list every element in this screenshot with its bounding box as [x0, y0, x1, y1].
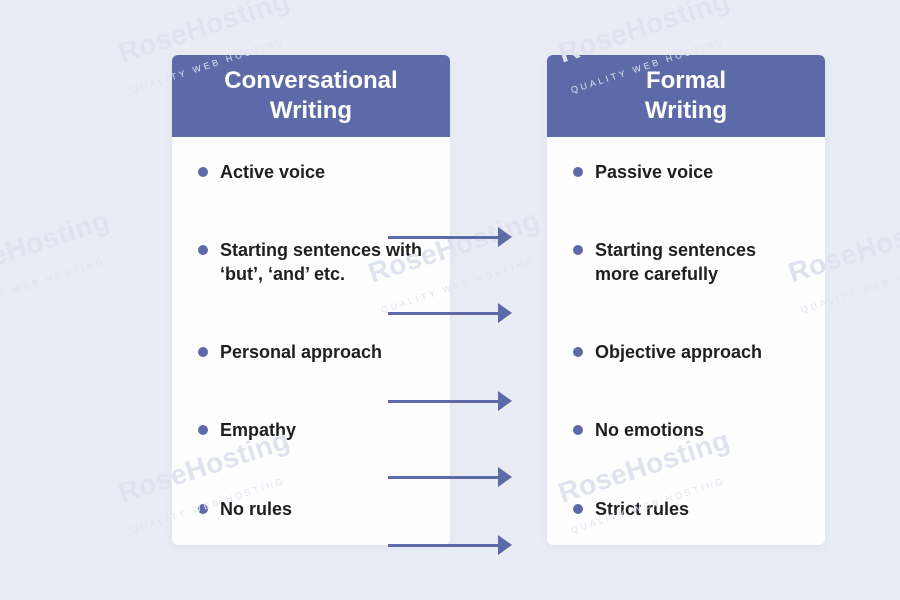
right-title-line1: Formal [646, 67, 726, 94]
left-item: Empathy [198, 419, 428, 442]
arrow-head-icon [498, 391, 512, 411]
bullet-icon [573, 425, 583, 435]
left-item: Personal approach [198, 341, 428, 364]
left-item: No rules [198, 498, 428, 521]
watermark-main: RoseHosting [0, 204, 114, 289]
arrow-head-icon [498, 467, 512, 487]
bullet-icon [573, 504, 583, 514]
comparison-infographic: RoseHostingQUALITY WEB HOSTINGRoseHostin… [0, 0, 900, 600]
arrow-head-icon [498, 303, 512, 323]
right-item: No emotions [573, 419, 803, 442]
left-card-body: Active voice Starting sentences with ‘but… [172, 137, 450, 545]
right-item: Passive voice [573, 161, 803, 184]
right-item-label: Passive voice [595, 161, 713, 184]
right-item: Strict rules [573, 498, 803, 521]
left-card-header: Conversational Writing [172, 55, 450, 137]
bullet-icon [198, 504, 208, 514]
left-item-label: Personal approach [220, 341, 382, 364]
right-item: Starting sentences more carefully [573, 239, 803, 286]
right-item-label: Objective approach [595, 341, 762, 364]
left-item-label: No rules [220, 498, 292, 521]
watermark: RoseHostingQUALITY WEB HOSTING [0, 204, 124, 320]
right-item-label: Starting sentences more carefully [595, 239, 803, 286]
left-item: Active voice [198, 161, 428, 184]
bullet-icon [573, 347, 583, 357]
bullet-icon [573, 245, 583, 255]
bullet-icon [198, 167, 208, 177]
right-title-line2: Writing [645, 97, 727, 124]
right-card-header: Formal Writing [547, 55, 825, 137]
bullet-icon [198, 425, 208, 435]
right-item-label: Strict rules [595, 498, 689, 521]
right-card: Formal Writing Passive voice Starting sen… [547, 55, 825, 545]
left-item-label: Starting sentences with ‘but’, ‘and’ etc… [220, 239, 428, 286]
left-item-label: Active voice [220, 161, 325, 184]
watermark-sub: QUALITY WEB HOSTING [0, 256, 107, 316]
right-item: Objective approach [573, 341, 803, 364]
left-item-label: Empathy [220, 419, 296, 442]
right-item-label: No emotions [595, 419, 704, 442]
left-item: Starting sentences with ‘but’, ‘and’ etc… [198, 239, 428, 286]
left-title-line2: Writing [270, 97, 352, 124]
bullet-icon [198, 245, 208, 255]
right-card-body: Passive voice Starting sentences more car… [547, 137, 825, 545]
arrow-head-icon [498, 535, 512, 555]
bullet-icon [198, 347, 208, 357]
left-card: Conversational Writing Active voice Start… [172, 55, 450, 545]
left-title-line1: Conversational [224, 67, 397, 94]
bullet-icon [573, 167, 583, 177]
arrow-head-icon [498, 227, 512, 247]
